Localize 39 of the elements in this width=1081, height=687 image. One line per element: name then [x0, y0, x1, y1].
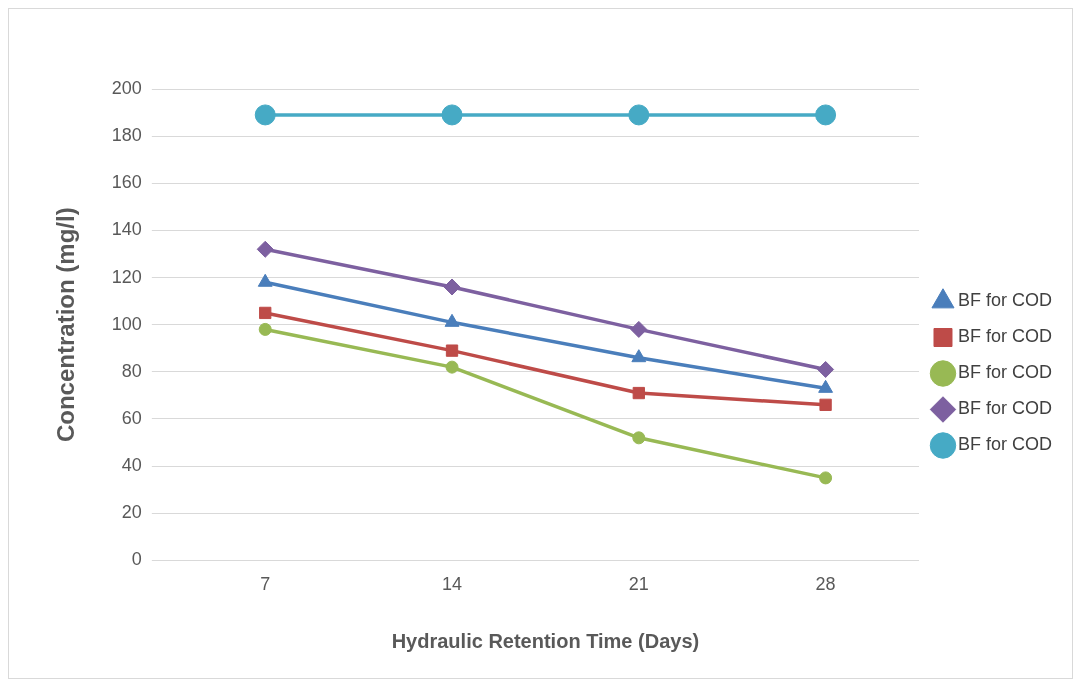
x-tick-label: 28 [815, 574, 836, 595]
point [819, 471, 833, 485]
point [631, 349, 647, 363]
y-tick-label: 20 [121, 502, 142, 523]
point [445, 344, 459, 357]
y-tick-label: 100 [111, 313, 142, 334]
point [258, 322, 272, 336]
legend-label: BF for COD [957, 290, 1053, 311]
point [630, 320, 648, 338]
point [819, 398, 832, 411]
point [817, 360, 835, 378]
point [815, 104, 837, 126]
point [259, 306, 272, 320]
y-tick-label: 80 [121, 360, 142, 381]
x-tick-label: 21 [628, 574, 649, 595]
legend-label: BF for COD [957, 434, 1053, 455]
legend-label: BF for COD [957, 398, 1053, 419]
legend-label: BF for COD [957, 326, 1053, 347]
point [256, 240, 274, 258]
y-tick-label: 120 [111, 266, 142, 287]
point [445, 360, 459, 374]
y-tick-label: 0 [131, 549, 142, 570]
y-tick-label: 140 [111, 219, 142, 240]
y-tick-label: 180 [111, 125, 142, 146]
y-tick-label: 60 [121, 407, 142, 428]
x-axis-title: Hydraulic Retention Time (Days) [391, 629, 700, 652]
legend-label: BF for COD [957, 362, 1053, 383]
x-tick-label: 14 [442, 574, 463, 595]
point [443, 278, 461, 296]
x-tick-label: 7 [260, 574, 271, 595]
y-axis-title: Concentration (mg/l) [52, 207, 80, 443]
point [628, 104, 650, 126]
point [632, 431, 646, 445]
point [632, 386, 645, 400]
y-tick-label: 40 [121, 455, 142, 476]
y-tick-label: 160 [111, 172, 142, 193]
y-tick-label: 200 [111, 77, 142, 98]
point [441, 104, 463, 126]
point [254, 104, 276, 126]
